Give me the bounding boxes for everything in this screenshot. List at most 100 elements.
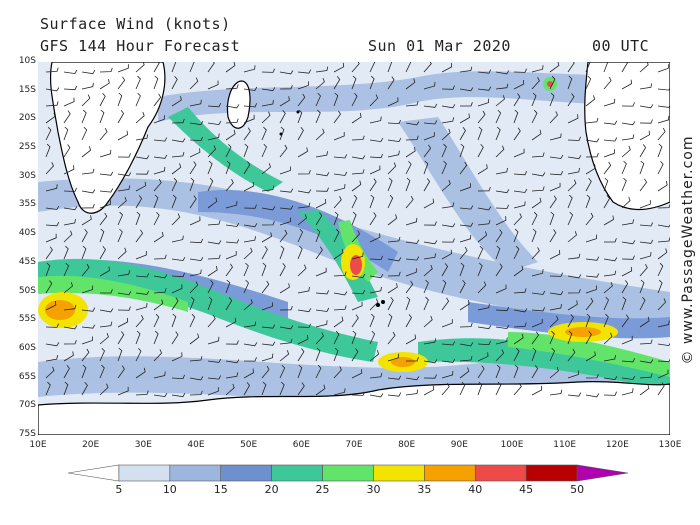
- wind-barb: [171, 177, 178, 192]
- wind-barb: [261, 381, 267, 396]
- wind-barb: [387, 257, 402, 262]
- wind-barb: [135, 75, 141, 90]
- wind-barb: [567, 75, 573, 90]
- wind-barb: [387, 76, 395, 90]
- forecast-time: 00 UTC: [592, 37, 650, 55]
- wind-barb: [621, 145, 631, 158]
- wind-barb: [261, 232, 272, 243]
- wind-barb: [531, 347, 537, 362]
- wind-barb: [405, 78, 416, 90]
- wind-barb: [315, 364, 322, 379]
- wind-barb: [99, 347, 105, 362]
- wind-barb: [225, 383, 235, 396]
- wind-barb: [333, 330, 340, 345]
- wind-barb: [477, 340, 491, 346]
- wind-barb: [117, 76, 126, 90]
- wind-barb: [297, 245, 303, 260]
- wind-barb: [423, 279, 429, 294]
- wind-barb: [315, 187, 329, 192]
- wind-barb: [171, 138, 186, 143]
- wind-barb: [441, 297, 450, 311]
- wind-barb: [207, 62, 215, 73]
- wind-barb: [459, 161, 468, 175]
- wind-barb: [135, 273, 150, 278]
- wind-barb: [621, 102, 635, 107]
- wind-barb: [531, 385, 543, 396]
- wind-barb: [549, 195, 557, 209]
- wind-barb: [117, 270, 130, 277]
- colorbar-segment: [322, 464, 374, 482]
- wind-barb: [567, 62, 575, 73]
- wind-barb: [261, 87, 276, 92]
- wind-barb: [207, 103, 222, 108]
- wind-barb: [279, 205, 294, 210]
- antarctica-landmass: [38, 381, 670, 435]
- wind-barb: [153, 93, 162, 107]
- wind-barb: [207, 387, 219, 396]
- wind-barb: [171, 235, 184, 243]
- wind-barb: [405, 101, 419, 107]
- wind-barb: [369, 233, 381, 243]
- lat-label: 65S: [18, 371, 36, 382]
- wind-barb: [63, 206, 78, 211]
- wind-barb: [135, 367, 146, 379]
- wind-barb: [657, 203, 670, 209]
- wind-barb: [243, 143, 249, 158]
- wind-barb: [171, 352, 183, 362]
- wind-barb: [495, 306, 510, 312]
- wind-barb: [477, 262, 483, 277]
- wind-barb: [225, 359, 240, 364]
- wind-barb: [513, 127, 521, 141]
- wind-barb: [225, 104, 240, 109]
- wind-barb: [405, 161, 412, 175]
- wind-barb: [207, 177, 214, 192]
- wind-barb: [441, 383, 450, 396]
- wind-barb: [369, 116, 382, 124]
- wind-barb: [225, 239, 240, 244]
- wind-barb: [603, 296, 609, 311]
- wind-barb: [406, 357, 419, 362]
- wind-barb: [207, 358, 222, 363]
- wind-barb: [63, 365, 70, 379]
- wind-barb: [351, 230, 360, 243]
- wind-barb: [171, 194, 177, 209]
- wind-barb: [549, 315, 559, 328]
- wind-barb: [63, 245, 69, 260]
- wind-barb: [279, 110, 286, 124]
- wind-barb: [279, 166, 291, 175]
- wind-barb: [243, 368, 255, 379]
- wind-barb: [387, 271, 401, 277]
- wind-barb: [387, 62, 393, 73]
- wind-barb: [117, 153, 131, 158]
- wind-barb: [333, 248, 344, 260]
- wind-barb: [225, 129, 236, 141]
- wind-barb: [351, 252, 364, 260]
- wind-barb: [441, 319, 453, 328]
- wind-barb: [117, 291, 132, 296]
- wind-barb: [315, 320, 328, 328]
- lon-label: 110E: [553, 440, 577, 450]
- wind-barb: [279, 217, 292, 226]
- wind-barb: [297, 69, 312, 74]
- wind-barb: [243, 103, 258, 108]
- wind-barb: [495, 337, 508, 345]
- wind-barb: [405, 147, 416, 158]
- wind-barb: [135, 155, 150, 160]
- wind-barb: [333, 92, 339, 107]
- wind-barb: [459, 262, 465, 277]
- wind-barb: [621, 280, 629, 294]
- wind-barb: [657, 180, 668, 192]
- wind-barb: [189, 121, 204, 126]
- wind-barb: [405, 195, 414, 209]
- wind-map: [38, 62, 670, 435]
- wind-barb: [657, 237, 670, 243]
- wind-barb: [45, 246, 53, 260]
- wind-barb: [549, 182, 561, 192]
- wind-barb: [639, 119, 653, 124]
- wind-barb: [117, 92, 123, 107]
- wind-barb: [243, 204, 257, 209]
- wind-barb: [351, 348, 359, 362]
- wind-barb: [495, 229, 503, 243]
- wind-barb: [387, 313, 393, 328]
- wind-barb: [279, 126, 285, 141]
